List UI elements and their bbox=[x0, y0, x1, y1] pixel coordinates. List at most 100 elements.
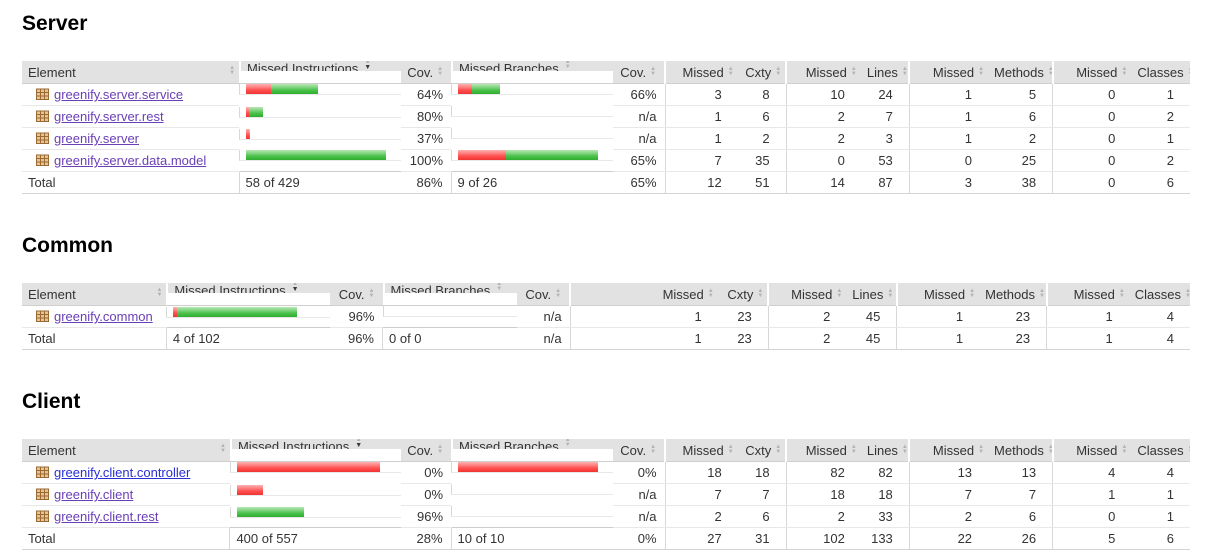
cell-missed-classes: 1 bbox=[1052, 483, 1132, 506]
column-header-missed-instructions-1[interactable]: Missed Instructions ▲ ▼ bbox=[239, 61, 401, 71]
sort-down-arrow: ▼ bbox=[1188, 71, 1190, 77]
bar-green-segment bbox=[246, 149, 387, 160]
table-row: greenify.server.rest 80% n/a 1 6 2 7 1 6 0 2 bbox=[22, 105, 1190, 128]
package-link[interactable]: greenify.common bbox=[54, 309, 153, 324]
column-header-label: Lines bbox=[866, 64, 898, 80]
cell-missed-branches-bar bbox=[451, 84, 613, 95]
sort-up-arrow: ▲ bbox=[564, 61, 571, 65]
cell-methods: 5 bbox=[988, 83, 1053, 106]
package-link[interactable]: greenify.server.service bbox=[54, 87, 184, 102]
sort-up-arrow: ▲ bbox=[1121, 444, 1128, 451]
cell-missed-lines: 2 bbox=[785, 127, 861, 150]
column-header-missed-branches-3[interactable]: Missed Branches ▲ ▼ bbox=[382, 283, 518, 293]
column-header-missed-11[interactable]: Missed ▲ ▼ bbox=[1051, 61, 1132, 84]
column-header-lines-8[interactable]: Lines ▲ ▼ bbox=[860, 439, 910, 462]
column-header-missed-9[interactable]: Missed ▲ ▼ bbox=[895, 283, 980, 306]
package-link[interactable]: greenify.client bbox=[54, 487, 134, 502]
column-header-missed-11[interactable]: Missed ▲ ▼ bbox=[1051, 439, 1132, 462]
cell-branches-coverage: 0% bbox=[612, 461, 666, 484]
cell-lines: 45 bbox=[846, 305, 897, 328]
column-header-missed-5[interactable]: Missed ▲ ▼ bbox=[664, 61, 738, 84]
sort-down-arrow: ▼ bbox=[1118, 293, 1125, 300]
section-server: Server Element ▲ ▼ Missed Instructions ▲ ▼ Cov… bbox=[22, 12, 1190, 194]
column-header-element-0[interactable]: Element ▲ ▼ bbox=[22, 61, 240, 84]
sort-down-arrow: ▼ bbox=[727, 449, 734, 456]
column-header-classes-12[interactable]: Classes▲▼ bbox=[1128, 283, 1190, 306]
column-header-cov-4[interactable]: Cov. ▲ ▼ bbox=[612, 439, 666, 462]
bar-green-segment bbox=[506, 149, 599, 160]
sort-icon: ▲▼ bbox=[369, 288, 375, 299]
sort-up-arrow: ▲ bbox=[901, 444, 908, 451]
column-header-methods-10[interactable]: Methods▲▼ bbox=[988, 61, 1053, 84]
package-link[interactable]: greenify.server.rest bbox=[54, 109, 164, 124]
column-header-cov-2[interactable]: Cov. ▲ ▼ bbox=[329, 283, 383, 306]
package-link[interactable]: greenify.client.controller bbox=[54, 465, 191, 480]
column-header-label: Cxty bbox=[745, 64, 772, 80]
cell-cxty: 7 bbox=[737, 483, 787, 506]
cell-missed-instructions-bar bbox=[239, 84, 401, 95]
total-missed-methods: 1 bbox=[896, 327, 980, 350]
column-header-lines-8[interactable]: Lines ▲ ▼ bbox=[846, 283, 897, 306]
column-header-methods-10[interactable]: Methods▲▼ bbox=[979, 283, 1047, 306]
column-header-element-0[interactable]: Element ▲ ▼ bbox=[22, 439, 230, 462]
sort-icon: ▲▼ bbox=[650, 444, 656, 455]
column-header-missed-branches-3[interactable]: Missed Branches ▲ ▼ bbox=[451, 439, 613, 449]
total-missed-methods: 3 bbox=[908, 171, 989, 194]
header-row: Element ▲ ▼ Missed Instructions ▲ ▼ Cov. ▲ ▼ Miss… bbox=[22, 439, 1190, 462]
package-link[interactable]: greenify.client.rest bbox=[54, 509, 159, 524]
cell-missed-cxty: 7 bbox=[664, 149, 738, 172]
cell-instructions-coverage: 0% bbox=[400, 461, 452, 484]
cell-missed-lines: 10 bbox=[785, 83, 861, 106]
cell-methods: 6 bbox=[988, 505, 1053, 528]
column-header-label: Methods bbox=[994, 64, 1044, 80]
column-header-cov-2[interactable]: Cov. ▲ ▼ bbox=[400, 61, 452, 84]
column-header-missed-9[interactable]: Missed ▲ ▼ bbox=[908, 439, 989, 462]
column-header-cov-2[interactable]: Cov. ▲ ▼ bbox=[400, 439, 452, 462]
column-header-missed-11[interactable]: Missed ▲ ▼ bbox=[1045, 283, 1129, 306]
cell-methods: 2 bbox=[988, 127, 1053, 150]
bar-red-segment bbox=[458, 84, 473, 94]
package-link[interactable]: greenify.server.data.model bbox=[54, 153, 207, 168]
column-header-methods-10[interactable]: Methods▲▼ bbox=[988, 439, 1053, 462]
cell-missed-branches-bar bbox=[451, 462, 613, 473]
total-lines: 45 bbox=[846, 327, 897, 350]
bar-red-segment bbox=[246, 106, 250, 117]
package-icon bbox=[36, 488, 49, 500]
sort-down-arrow: ▼ bbox=[901, 449, 908, 456]
column-header-missed-instructions-1[interactable]: Missed Instructions ▲ ▼ bbox=[229, 439, 401, 449]
column-header-label: Missed Branches bbox=[459, 439, 559, 449]
column-header-cxty-6[interactable]: Cxty ▲ ▼ bbox=[737, 439, 787, 462]
bar-green-segment bbox=[249, 106, 264, 117]
column-header-missed-9[interactable]: Missed ▲ ▼ bbox=[908, 61, 989, 84]
column-header-element-0[interactable]: Element ▲ ▼ bbox=[22, 283, 167, 306]
column-header-missed-branches-3[interactable]: Missed Branches ▲ ▼ bbox=[451, 61, 613, 71]
column-header-missed-instructions-1[interactable]: Missed Instructions ▲ ▼ bbox=[166, 283, 330, 293]
sort-down-arrow: ▼ bbox=[355, 442, 363, 449]
sort-up-arrow: ▲ bbox=[887, 288, 894, 295]
column-header-cov-4[interactable]: Cov. ▲ ▼ bbox=[517, 283, 571, 306]
column-header-missed-5[interactable]: Missed ▲ ▼ bbox=[569, 283, 718, 306]
total-methods: 26 bbox=[988, 527, 1053, 550]
cell-instructions-coverage: 64% bbox=[400, 83, 452, 106]
total-branches-coverage: 0% bbox=[612, 527, 666, 550]
cell-element: greenify.server.data.model bbox=[22, 149, 240, 172]
cell-missed-cxty: 1 bbox=[664, 127, 738, 150]
cell-lines: 33 bbox=[860, 505, 910, 528]
sort-down-arrow: ▼ bbox=[650, 71, 657, 78]
bar-green-segment bbox=[271, 84, 319, 94]
cell-classes: 1 bbox=[1131, 83, 1190, 106]
column-header-cxty-6[interactable]: Cxty ▲ ▼ bbox=[717, 283, 769, 306]
column-header-classes-12[interactable]: Classes▲▼ bbox=[1131, 61, 1190, 84]
column-header-missed-5[interactable]: Missed ▲ ▼ bbox=[664, 439, 738, 462]
column-header-lines-8[interactable]: Lines ▲ ▼ bbox=[860, 61, 910, 84]
column-header-classes-12[interactable]: Classes▲▼ bbox=[1131, 439, 1190, 462]
column-header-missed-7[interactable]: Missed ▲ ▼ bbox=[785, 61, 861, 84]
section-common: Common Element ▲ ▼ Missed Instructions ▲ ▼ Cov… bbox=[22, 234, 1190, 350]
column-header-missed-7[interactable]: Missed ▲ ▼ bbox=[767, 283, 847, 306]
column-header-cxty-6[interactable]: Cxty ▲ ▼ bbox=[737, 61, 787, 84]
column-header-missed-7[interactable]: Missed ▲ ▼ bbox=[785, 439, 861, 462]
package-link[interactable]: greenify.server bbox=[54, 131, 140, 146]
coverage-bar bbox=[458, 462, 599, 472]
cell-missed-instructions-bar bbox=[229, 484, 401, 496]
column-header-cov-4[interactable]: Cov. ▲ ▼ bbox=[612, 61, 666, 84]
